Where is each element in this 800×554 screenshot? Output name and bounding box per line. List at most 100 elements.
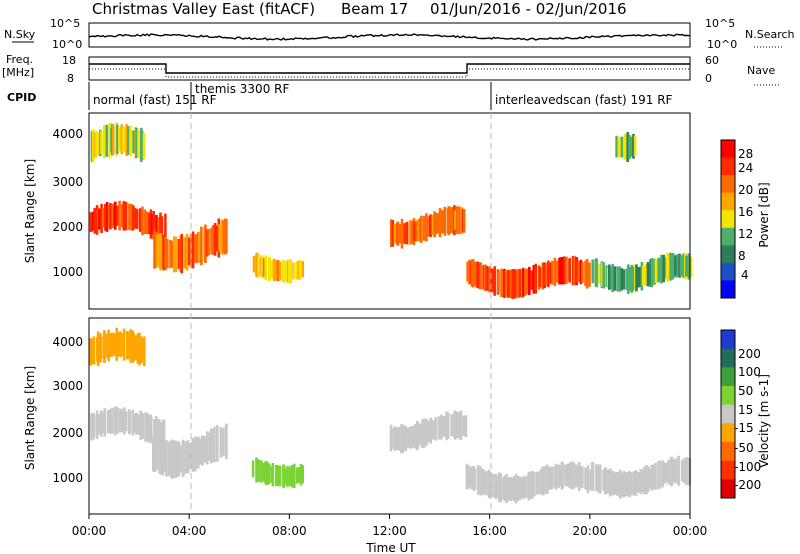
heatmap-cell (551, 261, 554, 285)
power-ytick-4000: 4000 (52, 127, 83, 141)
heatmap-cell (96, 132, 99, 156)
vel-cb-15: 15 (738, 403, 753, 417)
cpid-segment-2: themis 3300 RF (195, 82, 289, 96)
heatmap-cell (394, 224, 397, 243)
heatmap-cell (565, 257, 568, 284)
heatmap-cell (181, 234, 184, 273)
heatmap-cell (430, 418, 433, 444)
heatmap-cell (436, 213, 439, 234)
x-tick-label: 00:00 (673, 524, 708, 538)
heatmap-cell (119, 332, 122, 358)
heatmap-cell (106, 125, 109, 157)
x-tick-label: 20:00 (573, 524, 608, 538)
heatmap-cell (188, 444, 191, 470)
colorbar-swatch (721, 210, 735, 228)
heatmap-cell (141, 413, 144, 439)
heatmap-cell (396, 427, 399, 450)
power-ytick-2000: 2000 (52, 220, 83, 234)
heatmap-cell (519, 269, 522, 297)
heatmap-cell (581, 262, 584, 283)
heatmap-cell (264, 255, 267, 280)
heatmap-cell (450, 207, 453, 233)
heatmap-cell (460, 411, 463, 440)
power-colorbar (721, 140, 735, 299)
heatmap-cell (592, 462, 595, 491)
nsearch-tick-top: 10^5 (705, 17, 735, 30)
heatmap-cell (90, 212, 93, 232)
colorbar-swatch (721, 479, 735, 498)
heatmap-cell (505, 270, 508, 297)
heatmap-cell (426, 217, 429, 237)
heatmap-cell (218, 224, 221, 251)
heatmap-cell (289, 259, 292, 284)
heatmap-cell (462, 416, 465, 437)
colorbar-swatch (721, 349, 735, 368)
heatmap-cell (614, 266, 617, 290)
heatmap-cell (480, 467, 483, 496)
power-ytick-3000: 3000 (52, 175, 83, 189)
heatmap-cell (111, 408, 114, 434)
heatmap-cell (434, 417, 437, 440)
heatmap-cell (301, 465, 304, 483)
heatmap-cell (118, 127, 121, 151)
vel-ytick-1000: 1000 (52, 471, 83, 485)
heatmap-cell (607, 470, 610, 494)
heatmap-cell (587, 465, 590, 493)
heatmap-cell (176, 239, 179, 270)
heatmap-cell (596, 258, 599, 287)
heatmap-cell (678, 456, 681, 485)
heatmap-cell (680, 255, 683, 276)
heatmap-cell (93, 336, 96, 364)
heatmap-cell (420, 216, 423, 243)
velocity-colorbar (721, 330, 735, 499)
heatmap-cell (526, 269, 529, 294)
nsky-tick-bottom: 10^0 (52, 38, 82, 51)
heatmap-cell (630, 472, 633, 495)
heatmap-cell (159, 233, 162, 270)
heatmap-cell (667, 253, 670, 282)
heatmap-cell (598, 264, 601, 284)
freq-label-line2: [MHz] (2, 66, 34, 79)
heatmap-cell (685, 256, 688, 277)
heatmap-cell (602, 262, 605, 288)
heatmap-cell (479, 262, 482, 289)
nave-tick-top: 60 (705, 54, 719, 67)
heatmap-cell (397, 222, 400, 246)
heatmap-cell (439, 208, 442, 237)
heatmap-cell (535, 264, 538, 294)
heatmap-cell (561, 462, 564, 488)
heatmap-cell (163, 444, 166, 472)
freq-tick-top: 18 (62, 54, 76, 67)
figure-title: Christmas Valley East (fitACF) (92, 0, 315, 18)
heatmap-cell (622, 269, 625, 289)
x-tick-label: 12:00 (372, 524, 407, 538)
heatmap-cell (103, 331, 106, 363)
heatmap-cell (286, 466, 289, 487)
heatmap-cell (624, 136, 627, 158)
heatmap-cell (141, 338, 144, 363)
heatmap-cell (675, 458, 678, 483)
heatmap-cell (417, 422, 420, 449)
colorbar-swatch (721, 193, 735, 211)
power-cb-24: 24 (738, 161, 753, 175)
heatmap-cell (129, 411, 132, 434)
heatmap-cell (166, 239, 169, 268)
heatmap-cell (423, 216, 426, 241)
heatmap-cell (615, 136, 618, 158)
heatmap-cell (192, 231, 195, 268)
heatmap-cell (588, 263, 591, 287)
heatmap-cell (192, 438, 195, 472)
heatmap-cell (137, 130, 140, 158)
heatmap-cell (279, 466, 282, 486)
heatmap-cell (599, 465, 602, 494)
heatmap-cell (136, 209, 139, 229)
heatmap-cell (253, 256, 256, 273)
colorbar-swatch (721, 442, 735, 461)
power-ylabel: Slant Range [km] (23, 159, 37, 263)
colorbar-swatch (721, 280, 735, 298)
heatmap-cell (302, 261, 305, 277)
freq-label-line1: Freq. (6, 53, 33, 66)
heatmap-cell (222, 428, 225, 455)
x-tick-label: 00:00 (72, 524, 107, 538)
heatmap-cell (525, 476, 528, 498)
